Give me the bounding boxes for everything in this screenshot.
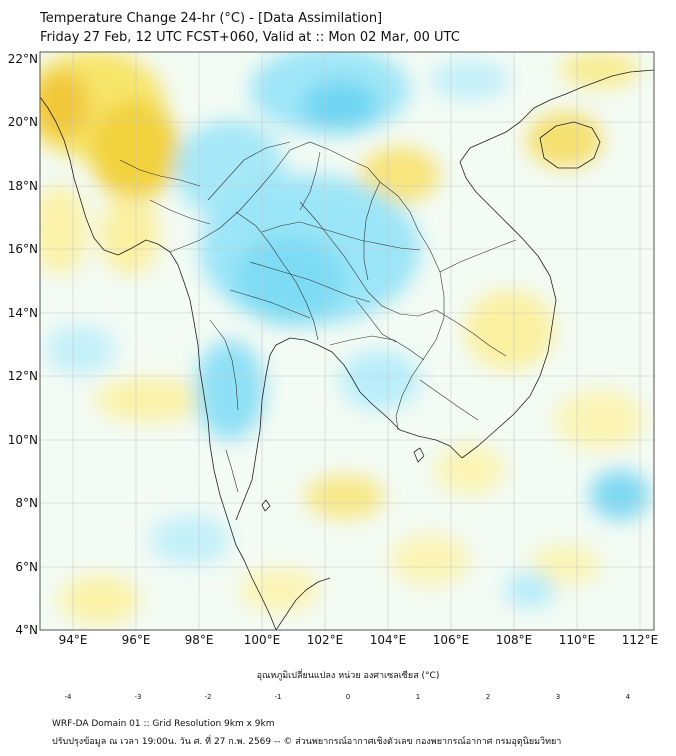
chart-title: Temperature Change 24-hr (°C) - [Data As…	[40, 11, 383, 26]
colorbar-tick-label: 4	[625, 693, 631, 701]
graticule	[40, 52, 654, 630]
colorbar-tick-label: -2	[204, 693, 212, 701]
lon-label: 110°E	[558, 633, 596, 647]
lon-label: 96°E	[121, 633, 151, 647]
colorbar-tick-label: 3	[555, 693, 561, 701]
temperature-change-map	[39, 51, 655, 690]
lat-label: 20°N	[7, 115, 38, 129]
lat-label: 18°N	[7, 179, 38, 193]
coastlines	[40, 69, 654, 630]
lon-label: 106°E	[432, 633, 470, 647]
chart-subtitle: Friday 27 Feb, 12 UTC FCST+060, Valid at…	[40, 30, 460, 45]
colorbar-title: อุณหภูมิเปลี่ยนแปลง หน่วย องศาเซลเซียส (…	[256, 671, 440, 681]
colorbar-tick-label: 2	[485, 693, 491, 701]
colorbar-tick-label: 1	[415, 693, 421, 701]
lon-label: 94°E	[58, 633, 88, 647]
temperature-field	[40, 52, 654, 630]
map-area	[39, 51, 655, 690]
lon-label: 102°E	[306, 633, 344, 647]
lat-label: 10°N	[7, 433, 38, 447]
lon-label: 108°E	[495, 633, 533, 647]
lat-label: 4°N	[15, 623, 38, 637]
map-frame	[39, 51, 655, 631]
lat-label: 12°N	[7, 369, 38, 383]
lon-label: 112°E	[621, 633, 659, 647]
colorbar-tick-label: -3	[134, 693, 142, 701]
lon-label: 100°E	[243, 633, 281, 647]
colorbar-tick-label: -1	[274, 693, 282, 701]
footer-credit: ปรับปรุงข้อมูล ณ เวลา 19:00น. วัน ศ. ที่…	[52, 737, 562, 747]
lat-label: 22°N	[7, 52, 38, 66]
lat-label: 16°N	[7, 242, 38, 256]
colorbar-tick-label: 0	[345, 693, 351, 701]
lat-label: 14°N	[7, 306, 38, 320]
footer-model-info: WRF-DA Domain 01 :: Grid Resolution 9km …	[52, 719, 275, 729]
admin-borders	[119, 141, 517, 493]
lat-label: 6°N	[15, 560, 38, 574]
colorbar-tick-label: -4	[64, 693, 72, 701]
lon-label: 104°E	[369, 633, 407, 647]
lat-label: 8°N	[15, 496, 38, 510]
lon-label: 98°E	[184, 633, 214, 647]
